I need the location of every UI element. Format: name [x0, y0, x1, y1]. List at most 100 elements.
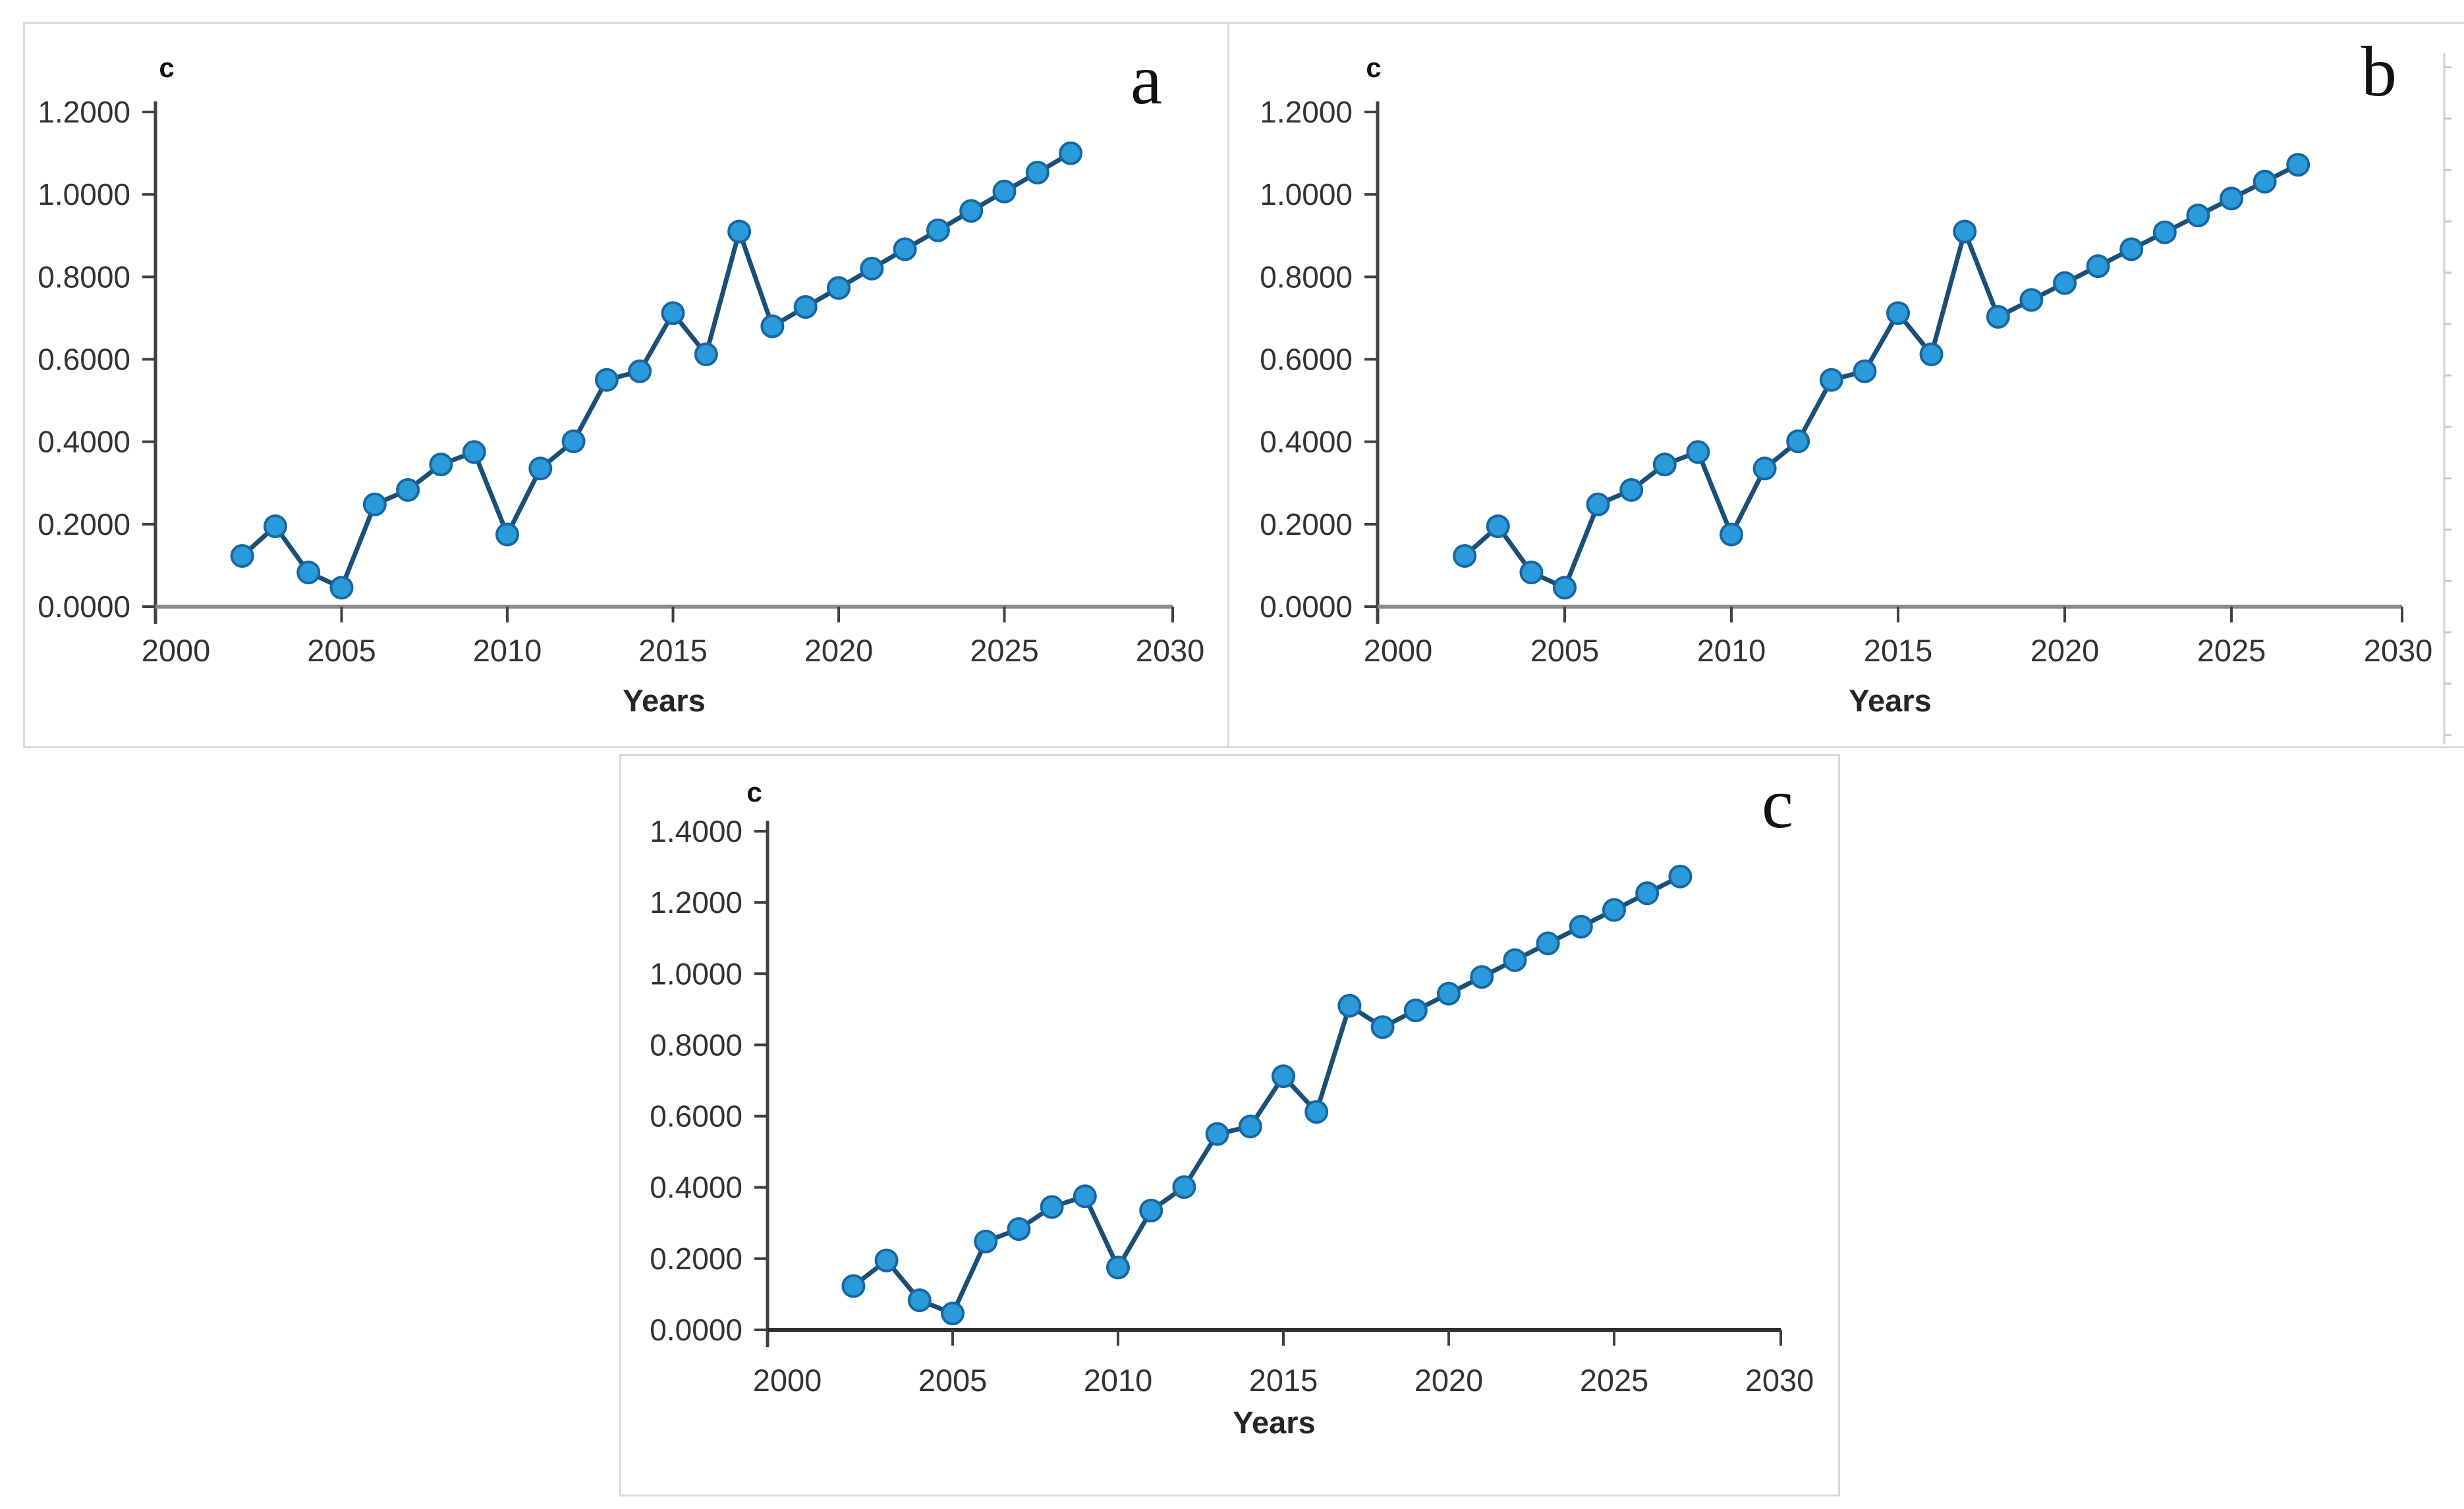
y-tick-label-1.2000: 1.2000: [650, 885, 742, 919]
data-point-c-2008: [1040, 1195, 1064, 1219]
y-tick-label-0.0000: 0.0000: [650, 1313, 742, 1347]
y-tick-label-1.2000: 1.2000: [38, 95, 130, 129]
data-point-c-2014: [1238, 1114, 1262, 1139]
y-tick-label-1.2000: 1.2000: [1260, 95, 1353, 129]
data-point-b-2013: [1819, 368, 1843, 392]
y-tick-label-1.4000: 1.4000: [650, 814, 742, 848]
x-axis-title-c: Years: [1233, 1405, 1316, 1440]
data-point-c-2012: [1172, 1175, 1196, 1199]
x-tick-label-2010: 2010: [1084, 1363, 1153, 1398]
data-point-c-2006: [974, 1229, 998, 1253]
y-tick-label-0.6000: 0.6000: [1260, 343, 1353, 377]
data-point-a-2003: [263, 514, 287, 538]
data-point-c-2023: [1536, 931, 1560, 956]
x-tick-label-2025: 2025: [2197, 633, 2266, 668]
y-tick-label-1.0000: 1.0000: [650, 956, 742, 991]
data-point-a-2020: [827, 276, 851, 300]
data-point-a-2014: [628, 359, 652, 383]
x-tick-label-2015: 2015: [1249, 1363, 1318, 1398]
data-point-a-2012: [561, 429, 586, 453]
data-point-a-2006: [362, 492, 387, 516]
x-tick-label-2000: 2000: [142, 633, 211, 668]
x-tick-label-2015: 2015: [638, 633, 708, 668]
data-point-a-2007: [396, 478, 420, 502]
data-point-b-2022: [2119, 237, 2144, 261]
y-tick-label-0.6000: 0.6000: [38, 343, 130, 377]
series-title-c: c: [746, 777, 762, 808]
data-point-c-2020: [1437, 981, 1461, 1006]
data-point-b-2012: [1786, 429, 1810, 453]
data-point-b-2009: [1686, 440, 1710, 464]
x-tick-label-2020: 2020: [1414, 1363, 1484, 1398]
data-point-b-2016: [1919, 343, 1944, 366]
x-tick-label-2030: 2030: [1745, 1363, 1814, 1398]
data-point-b-2020: [2053, 271, 2077, 295]
data-point-b-2027: [2286, 153, 2310, 177]
data-point-a-2018: [760, 314, 785, 339]
data-point-b-2004: [1519, 561, 1544, 585]
data-point-c-2002: [841, 1274, 866, 1298]
chart-a-canvas: 0.0000 0.2000 0.4000 0.6000 0.8000 1.0000 1.20…: [38, 95, 1204, 668]
data-point-b-2025: [2220, 186, 2243, 211]
data-point-b-2015: [1886, 301, 1910, 325]
data-point-b-2023: [2152, 220, 2177, 244]
data-point-c-2027: [1668, 864, 1693, 889]
data-point-b-2008: [1652, 453, 1677, 477]
cropped-axis-sliver: [2443, 53, 2451, 744]
data-point-b-2005: [1553, 576, 1577, 600]
data-point-a-2011: [528, 456, 553, 481]
y-tick-label-0.2000: 0.2000: [1260, 507, 1353, 541]
y-tick-label-0.8000: 0.8000: [38, 260, 130, 294]
data-point-b-2011: [1752, 456, 1777, 481]
data-point-a-2027: [1059, 141, 1083, 165]
chart-panel-a: 0.0000 0.2000 0.4000 0.6000 0.8000 1.0000 1.20…: [23, 22, 1229, 748]
y-tick-label-1.0000: 1.0000: [38, 177, 130, 211]
data-point-c-2026: [1635, 881, 1660, 906]
data-point-a-2021: [860, 256, 884, 281]
x-tick-label-2005: 2005: [918, 1363, 988, 1398]
y-tick-label-0.4000: 0.4000: [1260, 425, 1353, 459]
y-tick-label-0.8000: 0.8000: [650, 1028, 742, 1062]
data-point-a-2019: [793, 295, 818, 319]
data-point-b-2007: [1619, 478, 1644, 502]
data-point-c-2004: [907, 1288, 932, 1313]
x-tick-label-2010: 2010: [1697, 633, 1766, 668]
data-point-a-2013: [594, 368, 619, 392]
series-line-a: [240, 151, 1073, 590]
data-point-a-2026: [1025, 161, 1050, 184]
panel-letter-b: b: [2361, 33, 2397, 111]
data-point-a-2024: [959, 199, 984, 223]
y-tick-label-0.8000: 0.8000: [1260, 260, 1353, 294]
x-tick-label-2005: 2005: [1530, 633, 1600, 668]
data-point-a-2016: [694, 343, 718, 366]
data-point-a-2017: [727, 219, 752, 244]
data-point-b-2014: [1853, 359, 1877, 383]
data-point-b-2021: [2086, 254, 2110, 279]
data-point-b-2003: [1486, 514, 1510, 538]
y-tick-label-0.2000: 0.2000: [38, 507, 130, 541]
x-axis-title-a: Years: [623, 683, 706, 718]
chart-b-canvas: 0.0000 0.2000 0.4000 0.6000 0.8000 1.0000 1.20…: [1260, 95, 2433, 668]
x-tick-label-2020: 2020: [804, 633, 874, 668]
data-point-b-2006: [1586, 492, 1610, 516]
data-point-a-2002: [230, 544, 254, 568]
data-point-c-2005: [941, 1302, 965, 1326]
y-tick-label-0.4000: 0.4000: [650, 1170, 742, 1205]
data-point-c-2025: [1602, 898, 1626, 922]
data-point-a-2004: [296, 561, 321, 585]
data-point-c-2018: [1370, 1015, 1395, 1039]
y-tick-label-0.2000: 0.2000: [650, 1242, 742, 1276]
series-title-b: c: [1366, 52, 1382, 83]
data-point-c-2016: [1304, 1100, 1329, 1124]
x-tick-label-2015: 2015: [1864, 633, 1933, 668]
data-point-c-2003: [874, 1248, 899, 1273]
panel-letter-a: a: [1131, 41, 1162, 119]
data-point-b-2017: [1953, 219, 1977, 244]
x-tick-label-2030: 2030: [2364, 633, 2433, 668]
panel-letter-c: c: [1762, 765, 1793, 843]
data-point-c-2017: [1337, 993, 1362, 1018]
data-point-a-2023: [926, 218, 950, 242]
data-point-b-2024: [2186, 204, 2210, 228]
x-tick-label-2025: 2025: [970, 633, 1039, 668]
